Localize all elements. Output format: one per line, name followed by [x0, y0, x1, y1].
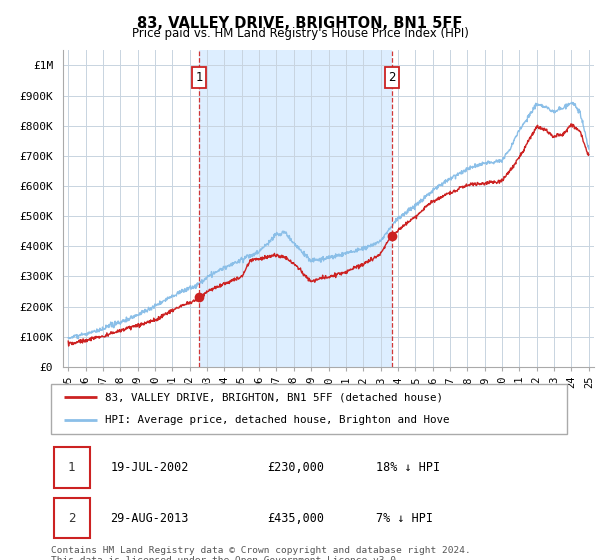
- FancyBboxPatch shape: [53, 447, 90, 488]
- Bar: [199, 50, 392, 367]
- Text: 19-JUL-2002: 19-JUL-2002: [110, 461, 189, 474]
- Text: 83, VALLEY DRIVE, BRIGHTON, BN1 5FF: 83, VALLEY DRIVE, BRIGHTON, BN1 5FF: [137, 16, 463, 31]
- FancyBboxPatch shape: [53, 498, 90, 538]
- Text: 7% ↓ HPI: 7% ↓ HPI: [376, 511, 433, 525]
- Text: 2: 2: [388, 71, 396, 84]
- Text: 1: 1: [195, 71, 203, 84]
- Text: £230,000: £230,000: [268, 461, 325, 474]
- Text: 83, VALLEY DRIVE, BRIGHTON, BN1 5FF (detached house): 83, VALLEY DRIVE, BRIGHTON, BN1 5FF (det…: [105, 392, 443, 402]
- Text: Contains HM Land Registry data © Crown copyright and database right 2024.
This d: Contains HM Land Registry data © Crown c…: [51, 546, 471, 560]
- Text: £435,000: £435,000: [268, 511, 325, 525]
- Text: 1: 1: [68, 461, 76, 474]
- Text: 18% ↓ HPI: 18% ↓ HPI: [376, 461, 440, 474]
- Text: HPI: Average price, detached house, Brighton and Hove: HPI: Average price, detached house, Brig…: [105, 416, 449, 426]
- Text: 29-AUG-2013: 29-AUG-2013: [110, 511, 189, 525]
- Text: 2: 2: [68, 511, 76, 525]
- Text: Price paid vs. HM Land Registry's House Price Index (HPI): Price paid vs. HM Land Registry's House …: [131, 27, 469, 40]
